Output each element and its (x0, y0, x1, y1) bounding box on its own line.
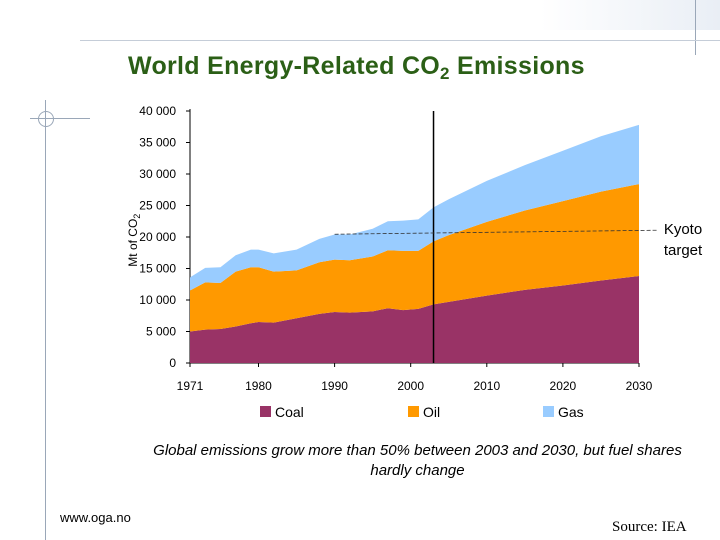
legend-swatch-gas (543, 406, 554, 417)
x-tick-label: 2030 (626, 379, 653, 393)
area-oil (190, 184, 639, 332)
x-tick-label: 1990 (321, 379, 348, 393)
kyoto-label: Kyoto (664, 221, 702, 238)
legend-label-oil: Oil (423, 404, 440, 420)
website-link[interactable]: www.oga.no (60, 510, 131, 525)
y-tick-label: 10 000 (139, 293, 176, 307)
x-tick-label: 1980 (245, 379, 272, 393)
legend-swatch-oil (408, 406, 419, 417)
y-tick-label: 5 000 (146, 325, 176, 339)
y-tick-label: 30 000 (139, 167, 176, 181)
left-vertical-line (45, 100, 46, 540)
area-coal (190, 276, 639, 363)
y-tick-label: 40 000 (139, 104, 176, 118)
y-tick-label: 20 000 (139, 230, 176, 244)
top-right-line (695, 0, 696, 55)
kyoto-label-line2: target (664, 242, 703, 259)
y-tick-label: 25 000 (139, 199, 176, 213)
y-tick-label: 35 000 (139, 136, 176, 150)
legend-label-gas: Gas (558, 404, 584, 420)
legend-swatch-coal (260, 406, 271, 417)
source-note: Source: IEA (612, 519, 687, 535)
y-tick-label: 0 (169, 356, 176, 370)
left-horizontal-line (30, 118, 90, 119)
corner-circle (38, 111, 54, 127)
x-tick-label: 2000 (397, 379, 424, 393)
x-tick-label: 2020 (550, 379, 577, 393)
legend-label-coal: Coal (275, 404, 304, 420)
page-title: World Energy-Related CO2 Emissions (128, 52, 585, 83)
area-gas (190, 124, 639, 291)
caption: Global emissions grow more than 50% betw… (153, 442, 682, 479)
top-horizontal-line (80, 40, 720, 41)
emissions-chart: Kyoto target 1971 1980 1990 2000 2010 2020 2030… (139, 104, 703, 420)
y-tick-label: 15 000 (139, 262, 176, 276)
x-tick-label: 2010 (473, 379, 500, 393)
x-tick-label: 1971 (177, 379, 204, 393)
top-right-decoration (540, 0, 720, 30)
